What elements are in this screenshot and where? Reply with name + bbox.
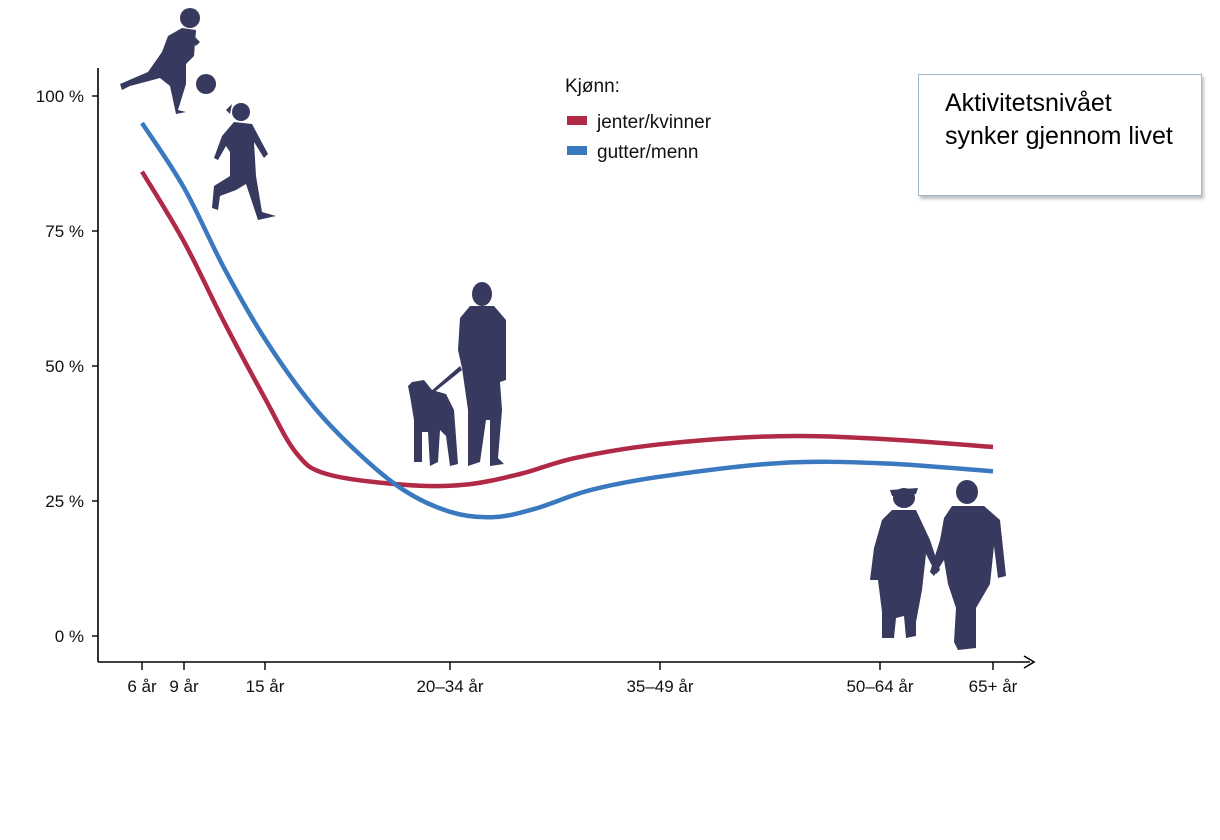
y-tick-label: 100 % [36, 87, 84, 106]
x-tick-label: 65+ år [969, 677, 1018, 696]
note-box: Aktivitetsnivået synker gjennom livet [918, 74, 1202, 196]
legend-title: Kjønn: [565, 76, 620, 97]
x-tick-label: 6 år [127, 677, 157, 696]
legend-label-gutter: gutter/menn [597, 142, 698, 163]
y-tick-label: 50 % [45, 357, 84, 376]
elderly-couple-icon [870, 480, 1006, 650]
x-tick-label: 20–34 år [416, 677, 483, 696]
x-axis-arrow [1023, 655, 1036, 669]
x-tick-label: 35–49 år [626, 677, 693, 696]
y-tick-label: 25 % [45, 492, 84, 511]
x-tick-label: 15 år [246, 677, 285, 696]
y-tick-label: 0 % [55, 627, 84, 646]
child-playing-football-icon [120, 8, 216, 114]
y-tick-label: 75 % [45, 222, 84, 241]
girl-running-icon [212, 103, 276, 220]
x-tick-label: 50–64 år [846, 677, 913, 696]
legend: Kjønn: jenter/kvinner gutter/menn [565, 76, 712, 163]
note-text: Aktivitetsnivået synker gjennom livet [945, 89, 1173, 150]
series-line-gutter-menn [140, 121, 994, 520]
legend-swatch-gutter [567, 146, 587, 155]
legend-label-jenter: jenter/kvinner [596, 112, 712, 133]
series-line-jenter-kvinner [140, 170, 994, 489]
person-walking-dog-icon [408, 282, 506, 466]
legend-swatch-jenter [567, 116, 587, 125]
x-tick-label: 9 år [169, 677, 199, 696]
